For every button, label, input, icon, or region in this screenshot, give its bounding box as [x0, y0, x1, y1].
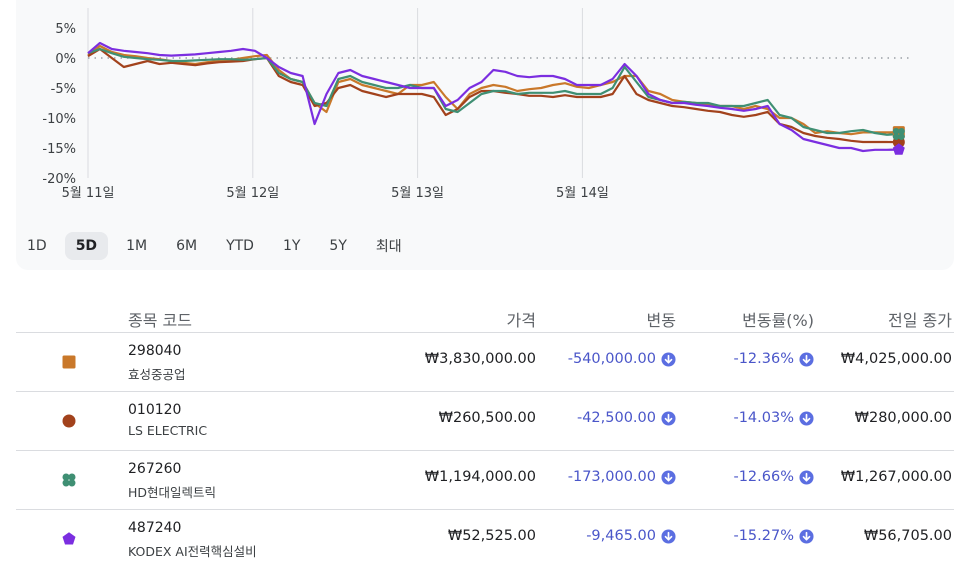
- range-tabs: 1D 5D 1M 6M YTD 1Y 5Y 최대: [16, 230, 420, 262]
- tab-6m[interactable]: 6M: [176, 238, 198, 254]
- ticker-code: 487240: [128, 520, 182, 536]
- arrow-down-circle-icon: [661, 410, 676, 426]
- arrow-down-circle-icon: [661, 351, 676, 367]
- previous-close: ₩1,267,000.00: [840, 469, 952, 485]
- ticker-name: LS ELECTRIC: [128, 423, 208, 438]
- change-text: -540,000.00: [567, 351, 656, 367]
- percent-text: -12.36%: [733, 351, 794, 367]
- previous-close: ₩56,705.00: [863, 528, 952, 544]
- ticker-name: KODEX AI전력핵심설비: [128, 544, 257, 559]
- price-value: ₩3,830,000.00: [424, 351, 536, 367]
- series-marker: [62, 473, 76, 487]
- previous-close: ₩4,025,000.00: [840, 351, 952, 367]
- arrow-down-circle-icon: [661, 469, 676, 485]
- arrow-down-circle-icon: [799, 469, 814, 485]
- x-tick-label: 5월 13일: [391, 186, 444, 201]
- tab-1m[interactable]: 1M: [126, 238, 148, 254]
- row-marker-square-icon: [62, 355, 76, 369]
- price-value: ₩1,194,000.00: [424, 469, 536, 485]
- change-value: -540,000.00: [568, 351, 676, 367]
- ticker-code: 010120: [128, 402, 182, 418]
- series-line-487240: [87, 41, 899, 153]
- arrow-down-circle-icon: [799, 351, 814, 367]
- price-value: ₩260,500.00: [438, 410, 536, 426]
- y-tick-label: 0%: [55, 52, 76, 67]
- y-tick-label: -20%: [42, 172, 76, 187]
- change-value: -173,000.00: [568, 469, 676, 485]
- series-marker: [62, 414, 76, 428]
- comparison-line-chart[interactable]: 5% 0% -5% -10% -15% -20%5월 11일 5월 12일 5월 13일 5월 …: [16, 0, 954, 218]
- ticker-code: 267260: [128, 461, 182, 477]
- series-line-267260: [87, 47, 899, 136]
- series-line-010120: [87, 47, 899, 144]
- ticker-name: HD현대일렉트릭: [128, 485, 217, 500]
- change-percent: -14.03%: [733, 410, 814, 426]
- change-percent: -12.36%: [733, 351, 814, 367]
- x-tick-label: 5월 14일: [556, 186, 609, 201]
- tab-5d[interactable]: 5D: [64, 232, 109, 260]
- row-marker-circle-icon: [62, 414, 76, 428]
- tab-1y[interactable]: 1Y: [282, 238, 301, 254]
- change-value: -42,500.00: [577, 410, 676, 426]
- arrow-down-circle-icon: [799, 528, 814, 544]
- header-code: 종목 코드: [128, 311, 192, 330]
- chart-card: 5% 0% -5% -10% -15% -20% 5월 11일 5월 12일 5월 13일 5월 …: [16, 0, 954, 270]
- previous-close: ₩280,000.00: [854, 410, 952, 426]
- price-value: ₩52,525.00: [447, 528, 536, 544]
- row-marker-flower-icon: [62, 473, 76, 487]
- tab-1d[interactable]: 1D: [27, 238, 47, 254]
- y-tick-label: -5%: [51, 82, 76, 97]
- row-marker-pentagon-icon: [62, 532, 76, 545]
- table-row[interactable]: 010120 LS ELECTRIC ₩260,500.00 -42,500.00 -1…: [16, 391, 954, 450]
- change-text: -173,000.00: [567, 469, 656, 485]
- y-tick-label: 5%: [55, 22, 76, 37]
- y-tick-label: -10%: [42, 112, 76, 127]
- x-tick-label: 5월 11일: [62, 186, 115, 201]
- ticker-name: 효성중공업: [128, 367, 186, 382]
- series-marker: [62, 355, 76, 369]
- tab-5y[interactable]: 5Y: [329, 238, 347, 254]
- table-row[interactable]: 298040 효성중공업 ₩3,830,000.00 -540,000.00 -12.3…: [16, 332, 954, 391]
- series-marker: [62, 532, 76, 545]
- table-row[interactable]: 267260 HD현대일렉트릭 ₩1,194,000.00 -173,000.00 -1…: [16, 450, 954, 509]
- comparison-table: 종목 코드 가격 변동 변동률(%) 전일 종가 298040 효성중공업 ₩3,8…: [16, 302, 954, 568]
- series-end-marker-487240: [892, 143, 905, 155]
- change-percent: -12.66%: [733, 469, 814, 485]
- percent-text: -15.27%: [733, 528, 794, 544]
- change-percent: -15.27%: [733, 528, 814, 544]
- header-price: 가격: [506, 311, 536, 330]
- series-end-marker-267260: [892, 127, 905, 140]
- x-tick-label: 5월 12일: [226, 186, 279, 201]
- percent-text: -12.66%: [733, 469, 794, 485]
- table-header: 종목 코드 가격 변동 변동률(%) 전일 종가: [16, 302, 954, 332]
- tab-ytd[interactable]: YTD: [226, 238, 254, 254]
- arrow-down-circle-icon: [661, 528, 676, 544]
- tab-max[interactable]: 최대: [375, 239, 402, 255]
- arrow-down-circle-icon: [799, 410, 814, 426]
- change-text: -42,500.00: [576, 410, 656, 426]
- ticker-code: 298040: [128, 343, 182, 359]
- header-change: 변동: [646, 311, 676, 330]
- percent-text: -14.03%: [733, 410, 794, 426]
- table-row[interactable]: 487240 KODEX AI전력핵심설비 ₩52,525.00 -9,465.00 -…: [16, 509, 954, 568]
- change-text: -9,465.00: [586, 528, 656, 544]
- change-value: -9,465.00: [586, 528, 676, 544]
- y-tick-label: -15%: [42, 142, 76, 157]
- header-prev-close: 전일 종가: [888, 311, 952, 330]
- header-pct: 변동률(%): [742, 311, 814, 330]
